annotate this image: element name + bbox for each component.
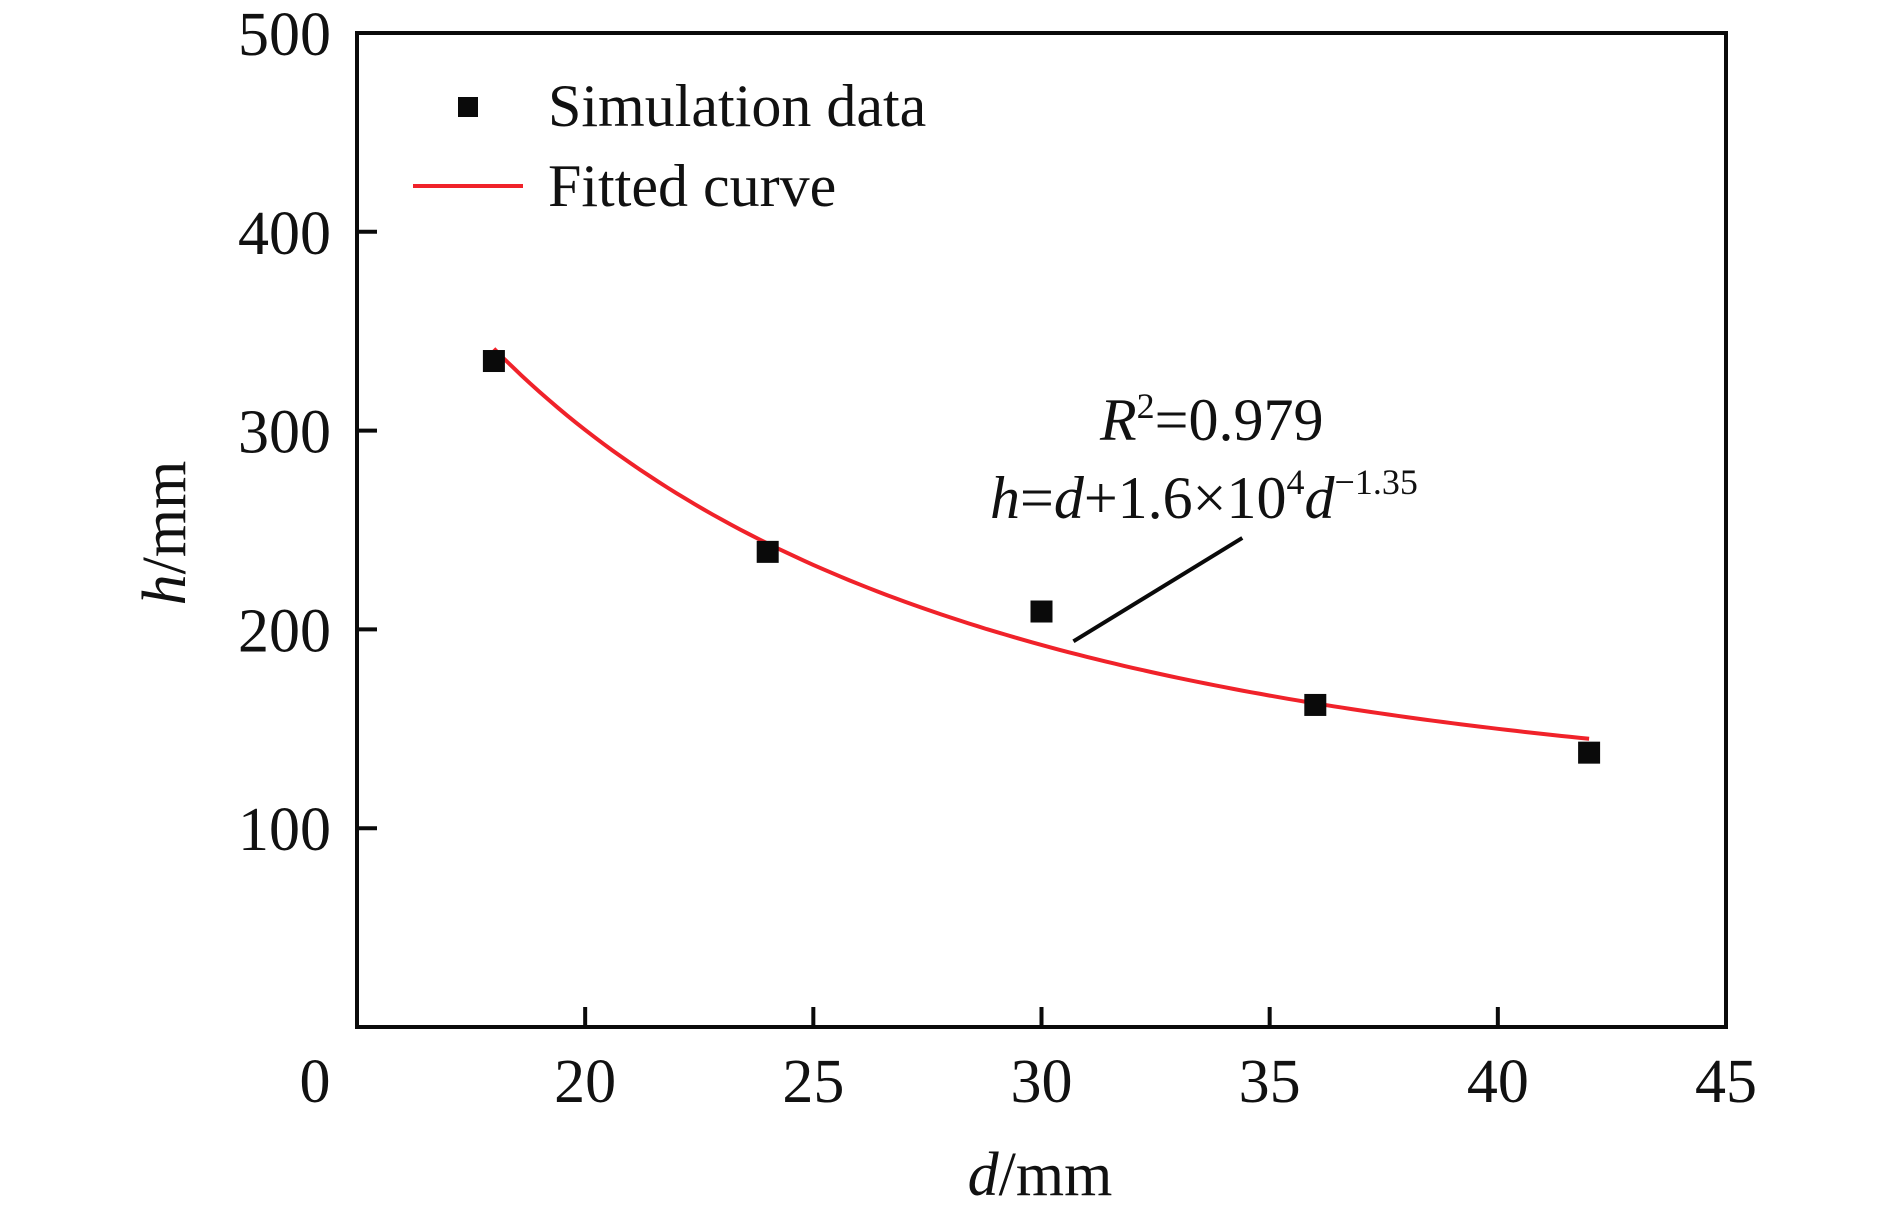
data-point [1578, 741, 1601, 764]
y-axis-label: h/mm [131, 461, 199, 606]
fitted-curve-layer [492, 347, 1590, 741]
x-tick-label: 25 [782, 1048, 844, 1116]
x-tick-label: 20 [554, 1048, 616, 1116]
y-axis-var: h [131, 574, 199, 605]
x-tick-label: 0 [300, 1048, 331, 1116]
equation-part: d [1054, 465, 1085, 531]
legend-label-simulation: Simulation data [548, 73, 926, 139]
data-point [482, 350, 505, 373]
equation-annotation: h=d+1.6×104d−1.35 [990, 462, 1418, 531]
legend-label-fitted: Fitted curve [548, 153, 836, 219]
y-tick-label: 300 [238, 399, 331, 467]
annotation-leader-line [1072, 536, 1244, 644]
equation-part: h [990, 465, 1020, 531]
equation-superscript: −1.35 [1335, 462, 1418, 502]
data-point [1030, 600, 1053, 623]
x-axis-unit: /mm [999, 1141, 1113, 1209]
x-axis-var: d [968, 1141, 1000, 1209]
ticks: 0 20 25 30 35 40 45 100 200 300 400 500 [238, 1, 1757, 1116]
legend-marker-simulation [458, 97, 478, 117]
y-tick-label: 500 [238, 1, 331, 69]
fit-annotation: R2=0.979 h=d+1.6×104d−1.35 [990, 386, 1418, 644]
x-tick-label: 30 [1011, 1048, 1073, 1116]
x-tick-label: 35 [1239, 1048, 1301, 1116]
data-point [1304, 693, 1327, 716]
x-tick-label: 45 [1695, 1048, 1757, 1116]
fitted-curve-line [492, 347, 1590, 741]
data-point [756, 540, 779, 563]
y-tick-label: 100 [238, 796, 331, 864]
equation-superscript: 4 [1287, 462, 1305, 502]
r-squared-annotation: R2=0.979 [1099, 386, 1324, 453]
r-superscript: 2 [1137, 386, 1155, 426]
x-tick-label: 40 [1467, 1048, 1529, 1116]
data-points-layer [482, 350, 1601, 764]
equation-part: = [1020, 465, 1054, 531]
r-symbol: R [1099, 387, 1137, 453]
equation-part: d [1305, 465, 1336, 531]
r-value: =0.979 [1155, 387, 1324, 453]
y-tick-label: 400 [238, 200, 331, 268]
x-axis-label: d/mm [968, 1141, 1113, 1209]
y-tick-label: 200 [238, 597, 331, 665]
y-axis-unit: /mm [131, 461, 199, 575]
equation-part: +1.6×10 [1084, 465, 1287, 531]
legend: Simulation data Fitted curve [413, 73, 926, 219]
